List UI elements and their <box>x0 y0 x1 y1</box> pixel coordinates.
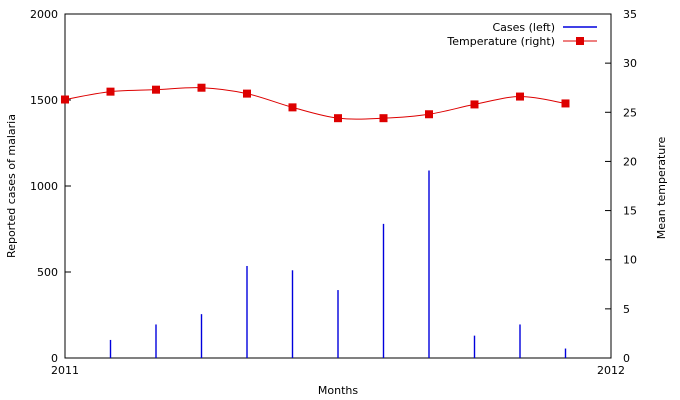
temperature-point <box>61 95 69 104</box>
x-axis-label: Months <box>318 384 358 397</box>
temperature-point <box>470 100 479 109</box>
temperature-line <box>64 87 566 120</box>
temperature-point <box>425 110 433 119</box>
left-tick-label: 0 <box>51 352 58 365</box>
right-tick-label: 5 <box>623 303 630 316</box>
left-tick-label: 500 <box>37 266 58 279</box>
x-axis: 2011 2012 <box>51 352 625 377</box>
left-y-axis-label: Reported cases of malaria <box>5 114 18 258</box>
legend-entry-temperature: Temperature (right) <box>446 35 555 48</box>
right-tick-label: 15 <box>623 205 637 218</box>
temperature-point <box>243 89 251 98</box>
temperature-point <box>152 85 160 94</box>
left-tick-label: 1000 <box>30 180 58 193</box>
temperature-point <box>334 114 342 123</box>
left-tick-label: 2000 <box>30 8 58 21</box>
temperature-point <box>561 99 570 108</box>
temperature-point <box>379 114 388 123</box>
right-tick-label: 10 <box>623 254 637 267</box>
x-tick-label: 2012 <box>597 364 625 377</box>
x-tick-label: 2011 <box>51 364 79 377</box>
cases-series <box>109 170 567 358</box>
right-tick-label: 0 <box>623 352 630 365</box>
right-tick-label: 30 <box>623 57 637 70</box>
right-y-axis-label: Mean temperature <box>655 136 668 239</box>
legend: Cases (left) Temperature (right) <box>446 21 597 48</box>
temperature-point <box>106 87 115 96</box>
right-tick-label: 20 <box>623 155 637 168</box>
temperature-point <box>516 92 524 101</box>
left-y-axis: 0 500 1000 1500 2000 <box>30 8 71 365</box>
right-tick-label: 25 <box>623 106 637 119</box>
right-tick-label: 35 <box>623 8 637 21</box>
right-y-axis: 0 5 10 15 20 25 30 35 <box>605 8 637 365</box>
temperature-series <box>61 83 570 123</box>
legend-entry-cases: Cases (left) <box>492 21 555 34</box>
temperature-point <box>197 83 206 92</box>
temperature-point <box>288 103 297 112</box>
legend-marker-temperature <box>576 37 584 45</box>
left-tick-label: 1500 <box>30 94 58 107</box>
